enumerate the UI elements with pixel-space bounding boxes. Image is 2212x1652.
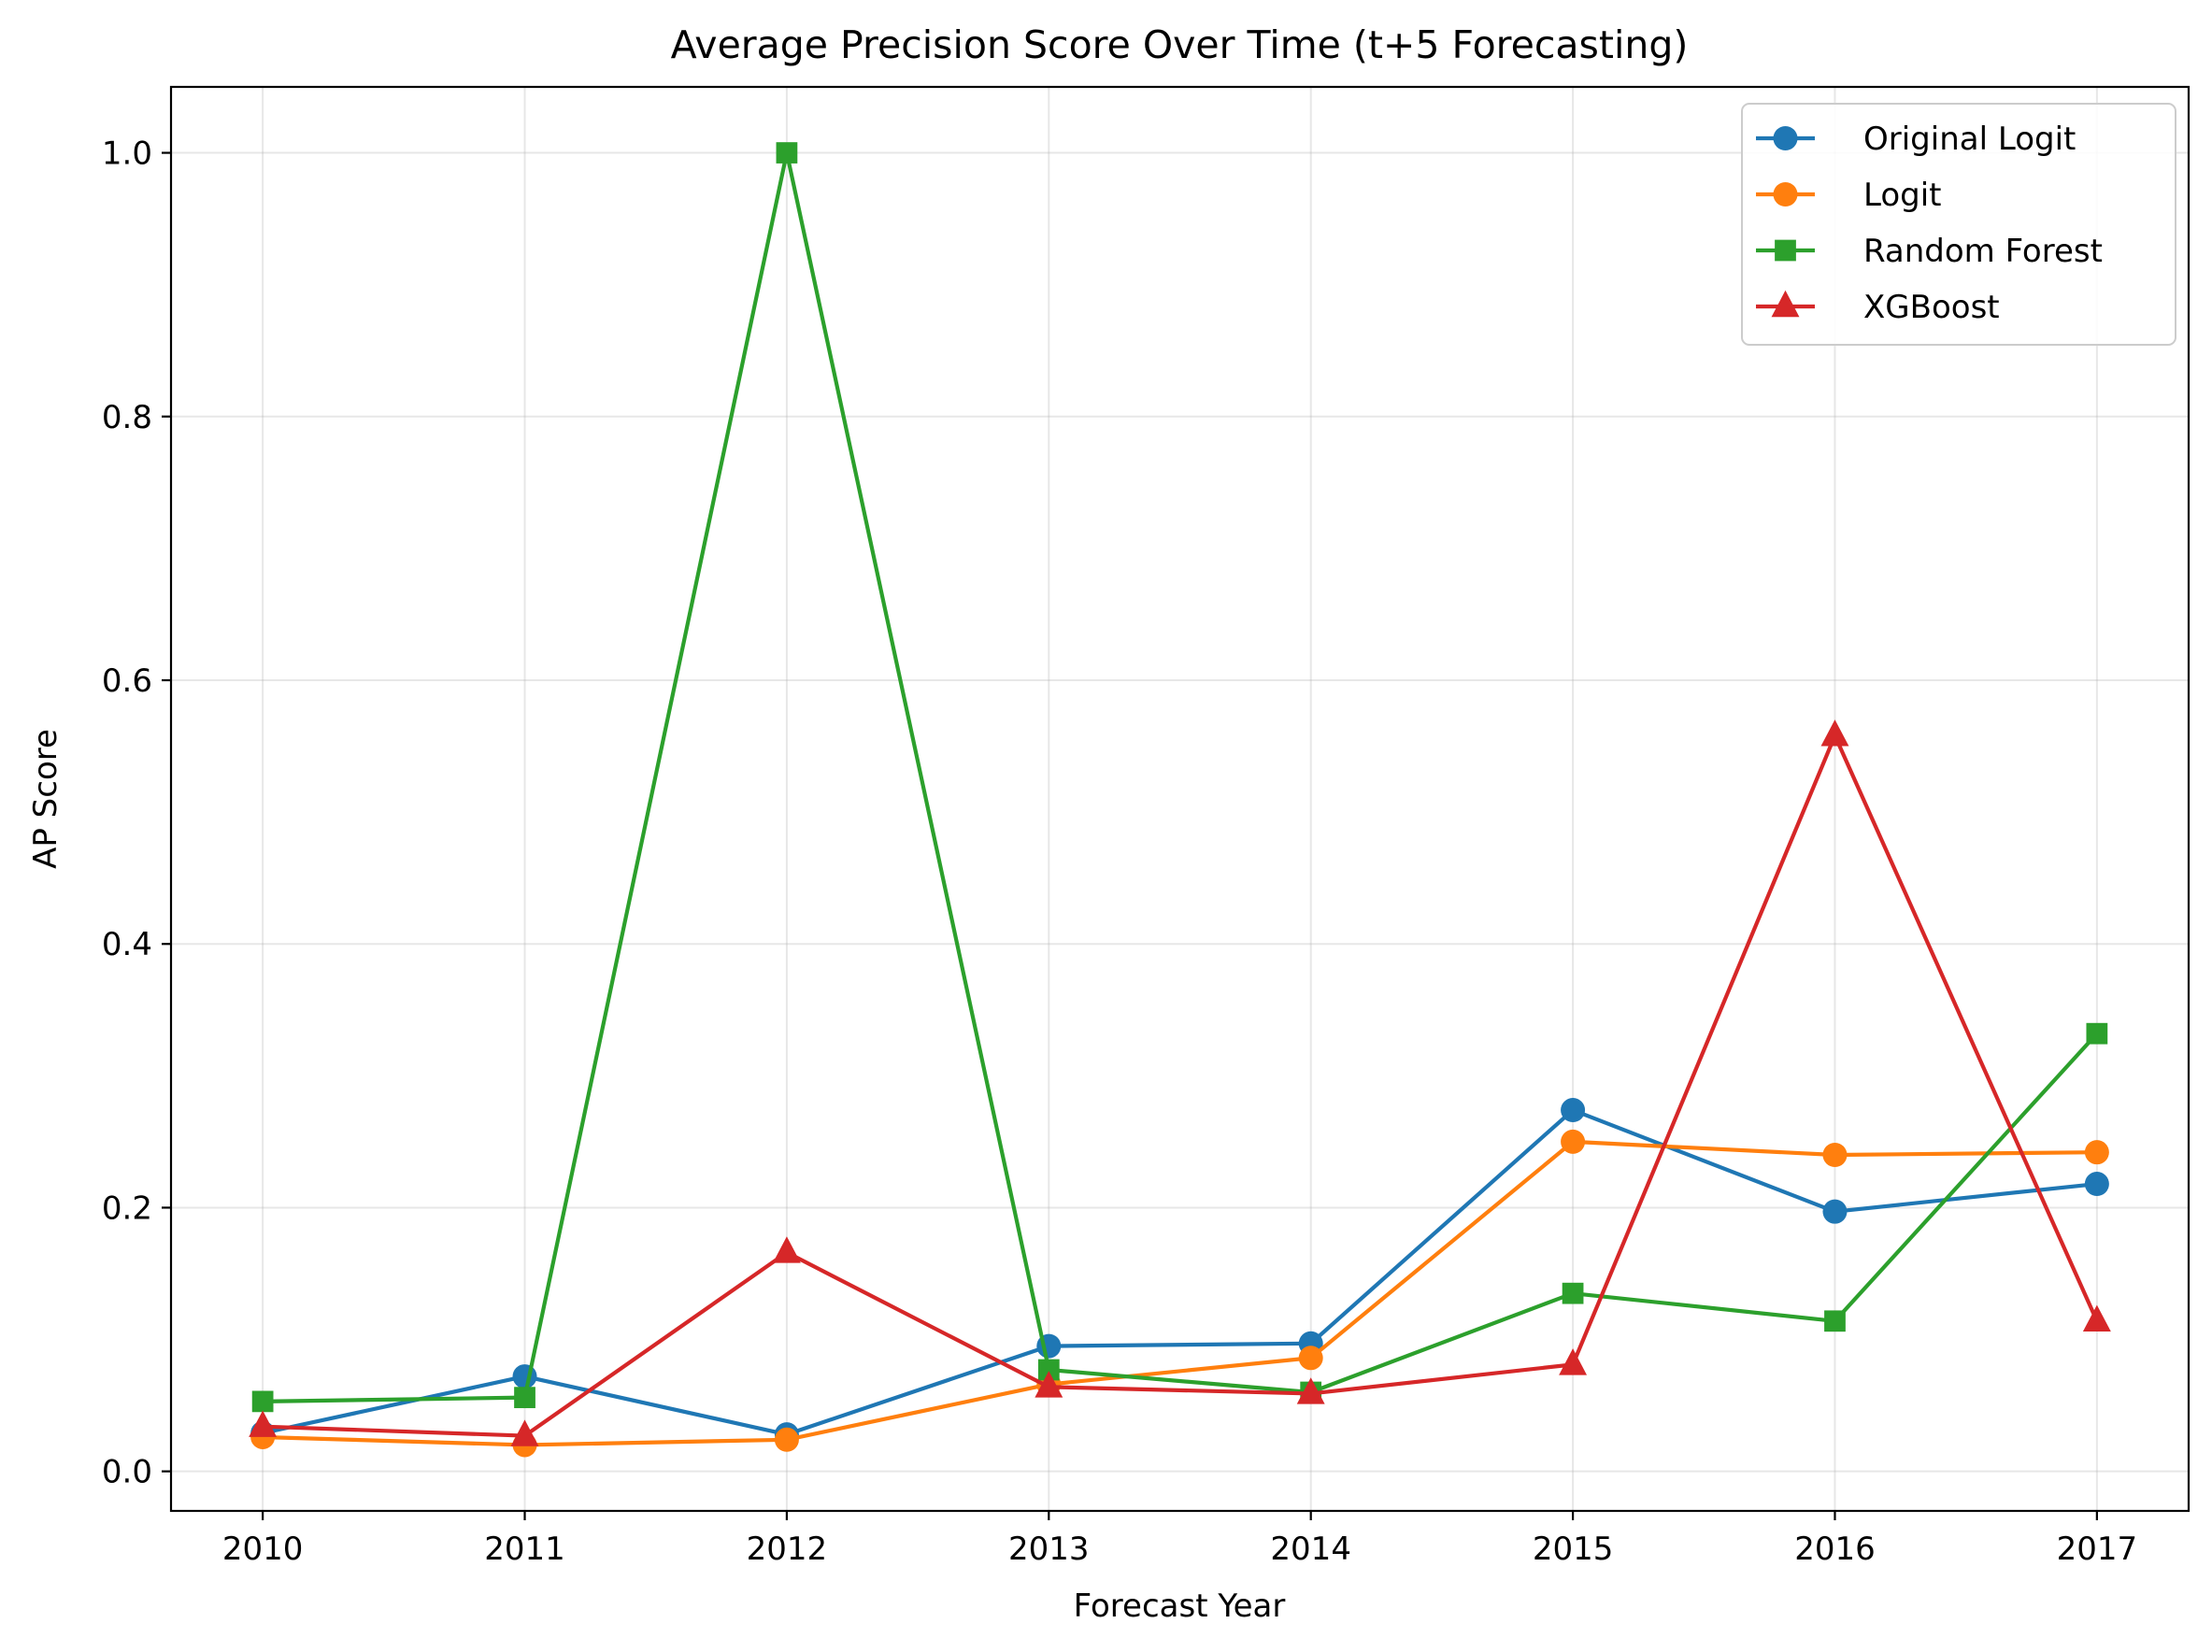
legend-item-logit: Logit xyxy=(1756,177,1942,214)
data-point-xgboost xyxy=(772,1236,801,1263)
data-point-random-forest xyxy=(1037,1359,1060,1381)
y-axis: 0.0 0.2 0.4 0.6 0.8 1.0 xyxy=(102,135,171,1491)
series-line-random-forest xyxy=(263,150,2099,1403)
x-tick-label: 2013 xyxy=(1008,1531,1090,1568)
y-tick-label: 0.8 xyxy=(102,399,152,436)
y-axis-title: AP Score xyxy=(27,729,64,869)
legend-label: Original Logit xyxy=(1863,121,2076,158)
x-tick-label: 2017 xyxy=(2057,1531,2138,1568)
series-line-xgboost xyxy=(263,733,2099,1438)
data-point-random-forest xyxy=(1824,1310,1846,1332)
data-point-xgboost xyxy=(2082,1304,2111,1332)
series-xgboost xyxy=(249,719,2111,1446)
data-point-logit xyxy=(1822,1143,1848,1167)
data-point-random-forest xyxy=(776,142,798,164)
data-point-random-forest xyxy=(2086,1022,2108,1045)
data-point-logit xyxy=(774,1427,799,1452)
legend-label: Random Forest xyxy=(1863,233,2103,270)
legend-marker xyxy=(1773,182,1798,206)
series-line-original-logit xyxy=(262,1107,2098,1437)
data-point-logit xyxy=(1298,1346,1323,1371)
series-layer xyxy=(249,142,2111,1458)
legend: Original Logit Logit Random Forest XGBoost xyxy=(1741,103,2176,346)
x-axis: 2010 2011 2012 2013 2014 2015 2016 2017 xyxy=(222,1511,2137,1568)
data-point-random-forest xyxy=(1562,1282,1584,1304)
legend-item-xgboost: XGBoost xyxy=(1756,289,2000,326)
chart-title: Average Precision Score Over Time (t+5 F… xyxy=(671,22,1689,67)
legend-marker xyxy=(1771,290,1800,318)
data-point-xgboost xyxy=(510,1419,539,1446)
legend-item-random-forest: Random Forest xyxy=(1756,233,2103,270)
data-point-original-logit xyxy=(512,1364,537,1389)
x-tick-label: 2011 xyxy=(484,1531,565,1568)
y-tick-label: 0.4 xyxy=(102,926,152,963)
legend-item-original-logit: Original Logit xyxy=(1756,121,2076,158)
y-tick-label: 0.2 xyxy=(102,1189,152,1227)
x-axis-title: Forecast Year xyxy=(1074,1588,1286,1625)
legend-box xyxy=(1741,103,2176,346)
x-tick-label: 2015 xyxy=(1533,1531,1614,1568)
x-tick-label: 2010 xyxy=(222,1531,304,1568)
x-tick-label: 2012 xyxy=(747,1531,828,1568)
data-point-xgboost xyxy=(249,1410,278,1437)
legend-label: XGBoost xyxy=(1863,289,2000,326)
y-tick-label: 1.0 xyxy=(102,135,152,173)
y-tick-label: 0.0 xyxy=(102,1454,152,1491)
x-tick-label: 2014 xyxy=(1270,1531,1351,1568)
data-point-logit xyxy=(2084,1140,2109,1165)
data-point-random-forest xyxy=(514,1387,535,1409)
legend-marker xyxy=(1775,239,1796,262)
data-point-original-logit xyxy=(1561,1098,1586,1123)
data-point-original-logit xyxy=(2084,1172,2109,1197)
data-point-logit xyxy=(1561,1129,1586,1154)
plot-frame xyxy=(169,85,2191,1513)
data-point-xgboost xyxy=(1035,1371,1063,1398)
y-tick-label: 0.6 xyxy=(102,662,152,700)
data-point-xgboost xyxy=(1296,1377,1325,1404)
series-line-logit xyxy=(263,1139,2097,1447)
legend-label: Logit xyxy=(1863,177,1942,214)
data-point-xgboost xyxy=(1820,719,1849,747)
legend-marker xyxy=(1773,126,1798,150)
data-point-original-logit xyxy=(1822,1199,1848,1224)
x-tick-label: 2016 xyxy=(1794,1531,1876,1568)
data-point-random-forest xyxy=(251,1390,274,1413)
data-point-xgboost xyxy=(1559,1348,1588,1375)
